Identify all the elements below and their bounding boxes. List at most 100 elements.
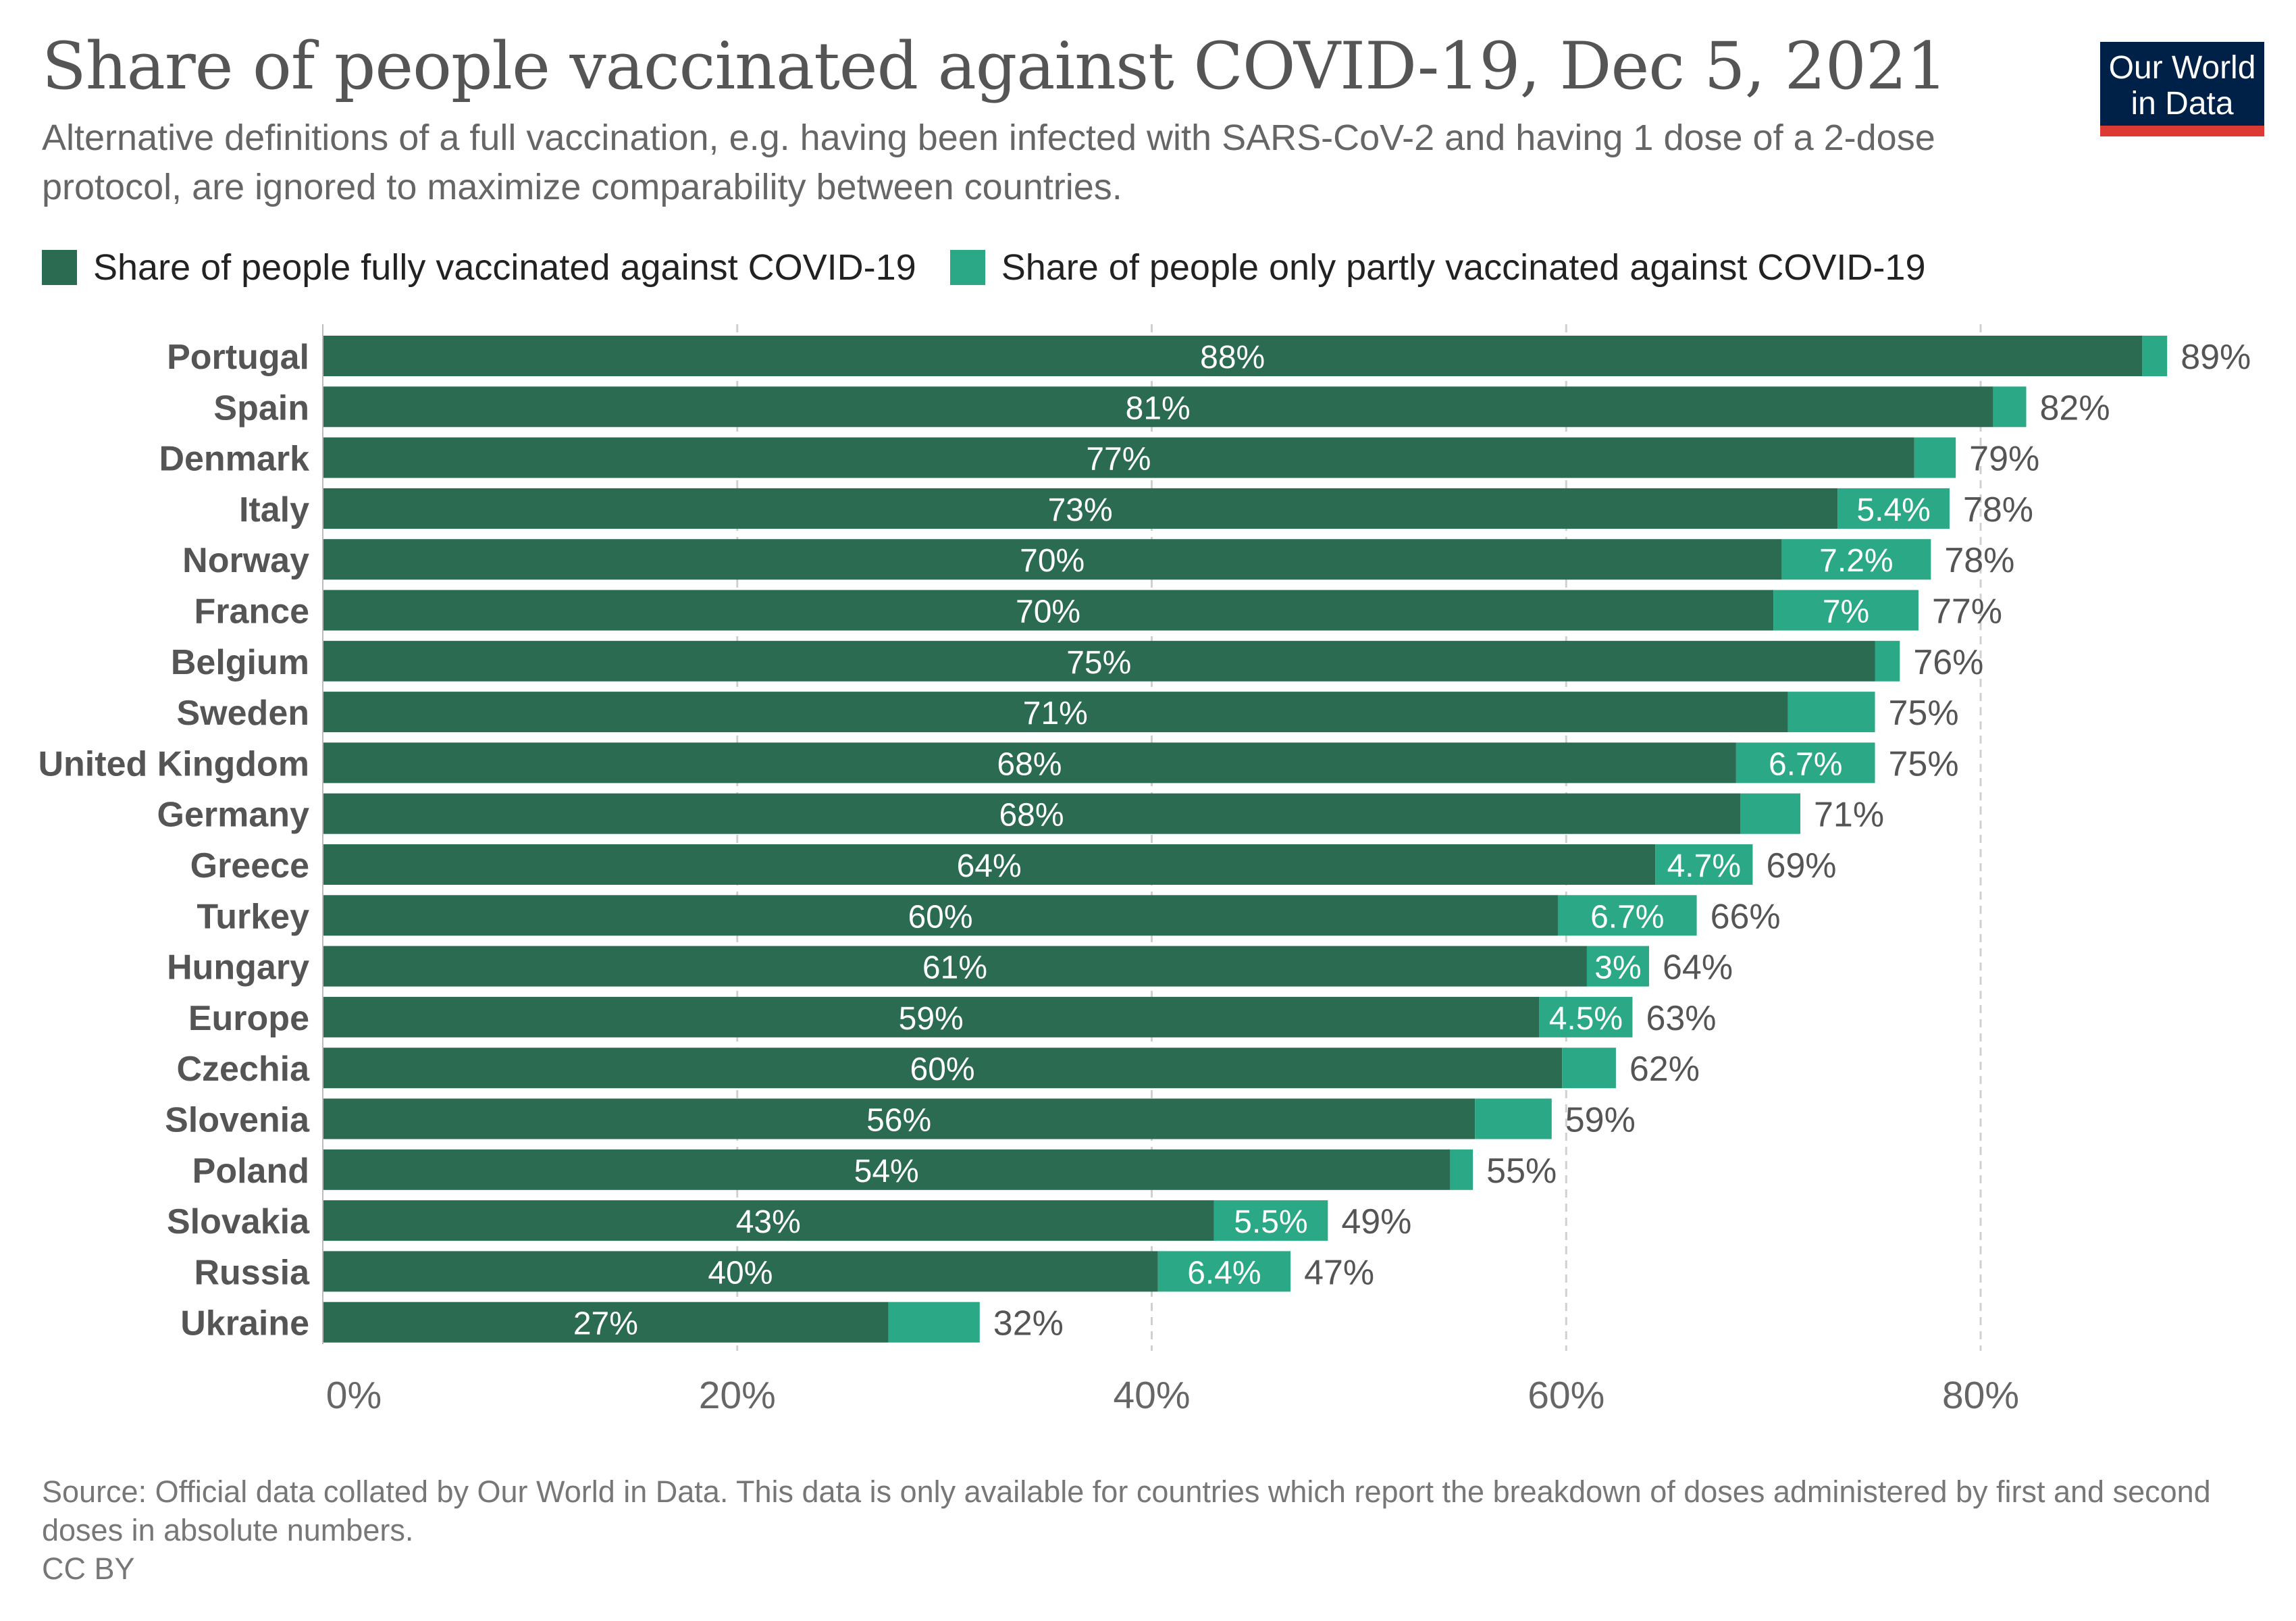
data-label-partial: 7% <box>1823 594 1869 630</box>
bar-full <box>323 895 1558 936</box>
bar-full <box>323 336 2143 376</box>
data-label-total: 66% <box>1711 897 1781 936</box>
logo-line-1: Our World <box>2108 50 2256 86</box>
data-label-full: 43% <box>736 1204 801 1240</box>
data-label-partial: 3% <box>1594 950 1641 986</box>
data-label-full: 64% <box>957 848 1022 884</box>
data-label-total: 63% <box>1646 999 1716 1038</box>
bar-partial <box>888 1302 980 1343</box>
bar-full <box>323 1098 1476 1139</box>
data-label-full: 59% <box>899 1001 964 1037</box>
bar-full <box>323 640 1875 681</box>
bars <box>323 336 2168 1343</box>
bar-partial <box>1562 1048 1616 1089</box>
data-label-full: 56% <box>866 1103 931 1139</box>
legend-label-partial: Share of people only partly vaccinated a… <box>1001 247 1926 288</box>
category-label: Sweden <box>177 694 310 733</box>
data-label-partial: 4.5% <box>1549 1001 1623 1037</box>
bar-chart: Portugal 88% 89% Spain 81% 82% Denmark 77% 79% It… <box>38 324 2251 1417</box>
bar-full <box>323 946 1587 987</box>
data-label-partial: 5.4% <box>1856 492 1930 528</box>
data-label-full: 75% <box>1066 645 1131 681</box>
data-label-total: 78% <box>1944 541 2014 580</box>
bar-partial <box>1586 946 1649 987</box>
data-label-full: 27% <box>573 1306 638 1342</box>
category-label: Poland <box>192 1152 309 1191</box>
bar-partial <box>1788 692 1875 733</box>
data-label-full: 60% <box>910 1052 975 1087</box>
category-label: Greece <box>190 846 309 885</box>
data-label-partial: 7.2% <box>1819 543 1893 579</box>
data-label-full: 70% <box>1020 543 1085 579</box>
bar-full <box>323 1149 1451 1190</box>
data-label-total: 62% <box>1629 1050 1700 1089</box>
license-note: CC BY <box>42 1551 135 1586</box>
data-label-partial: 6.7% <box>1590 899 1664 935</box>
bar-partial <box>1475 1098 1552 1139</box>
legend-label-full: Share of people fully vaccinated against… <box>93 247 916 288</box>
category-label: Slovakia <box>167 1202 310 1241</box>
data-label-total: 49% <box>1341 1202 1411 1241</box>
x-tick-label: 40% <box>1113 1374 1190 1417</box>
category-label: Europe <box>188 999 309 1038</box>
bar-partial <box>1837 488 1950 529</box>
bar-full <box>323 742 1736 783</box>
data-label-total: 69% <box>1766 846 1836 885</box>
category-label: Germany <box>157 796 310 835</box>
bar-full <box>323 692 1788 733</box>
category-label: Norway <box>182 541 309 580</box>
bar-full <box>323 1251 1158 1292</box>
bar-partial <box>1539 996 1633 1037</box>
data-label-full: 40% <box>708 1255 773 1291</box>
bar-full <box>323 488 1838 529</box>
data-label-total: 47% <box>1304 1253 1374 1292</box>
bar-partial <box>1875 640 1900 681</box>
data-label-full: 60% <box>908 899 972 935</box>
bar-full <box>323 539 1782 580</box>
bar-partial <box>1214 1200 1328 1241</box>
owid-logo[interactable]: Our World in Data <box>2100 42 2264 136</box>
data-label-full: 73% <box>1048 492 1113 528</box>
gridlines <box>736 324 1982 1351</box>
category-label: Turkey <box>197 897 309 936</box>
data-label-total: 59% <box>1565 1101 1636 1140</box>
bar-partial <box>2142 336 2168 376</box>
legend-swatch-partial <box>949 250 985 285</box>
data-label-full: 77% <box>1086 442 1151 478</box>
data-label-full: 61% <box>922 950 987 986</box>
category-label: Ukraine <box>180 1304 309 1343</box>
data-label-full: 81% <box>1126 390 1191 426</box>
bar-full <box>323 386 1993 428</box>
category-label: Czechia <box>176 1050 310 1089</box>
bar-partial <box>1781 539 1931 580</box>
bar-full <box>323 1200 1214 1241</box>
data-label-total: 71% <box>1814 796 1884 835</box>
data-label-partial: 6.4% <box>1187 1255 1261 1291</box>
data-label-partial: 6.7% <box>1769 746 1842 782</box>
data-label-total: 32% <box>993 1304 1064 1343</box>
data-label-total: 75% <box>1888 744 1958 783</box>
bar-full <box>323 844 1656 885</box>
bar-partial <box>1557 895 1697 936</box>
category-label: Italy <box>239 490 309 530</box>
logo-line-2: in Data <box>2131 86 2234 122</box>
category-label: Belgium <box>171 643 309 682</box>
legend-item-partial[interactable]: Share of people only partly vaccinated a… <box>949 247 1926 288</box>
category-label: Slovenia <box>165 1101 310 1140</box>
legend-item-full[interactable]: Share of people fully vaccinated against… <box>42 247 916 288</box>
x-tick-label: 80% <box>1942 1374 2019 1417</box>
data-label-partial: 5.5% <box>1234 1204 1307 1240</box>
source-note: Source: Official data collated by Our Wo… <box>42 1474 2211 1547</box>
bar-full <box>323 996 1540 1037</box>
bar-partial <box>1157 1251 1291 1292</box>
data-label-total: 75% <box>1888 694 1958 733</box>
category-label: Hungary <box>167 948 309 987</box>
data-label-total: 89% <box>2181 338 2251 377</box>
data-label-full: 68% <box>999 798 1064 833</box>
category-label: France <box>194 592 309 632</box>
bar-partial <box>1736 742 1875 783</box>
category-label: Russia <box>194 1253 310 1292</box>
data-label-total: 55% <box>1486 1152 1557 1191</box>
data-label-total: 79% <box>1969 440 2039 479</box>
data-label-total: 76% <box>1913 643 1983 682</box>
